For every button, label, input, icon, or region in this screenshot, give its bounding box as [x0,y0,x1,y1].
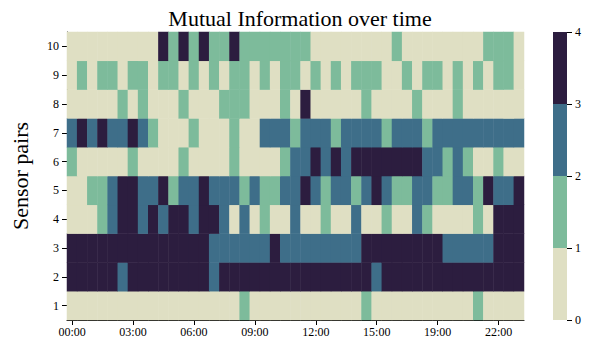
svg-text:8: 8 [53,97,59,111]
svg-text:19:00: 19:00 [424,325,451,339]
svg-text:15:00: 15:00 [363,325,390,339]
svg-text:4: 4 [575,25,581,39]
svg-text:22:00: 22:00 [485,325,512,339]
svg-text:10: 10 [47,39,59,53]
svg-text:0: 0 [575,313,581,327]
svg-text:3: 3 [53,241,59,255]
svg-text:9: 9 [53,68,59,82]
svg-text:12:00: 12:00 [302,325,329,339]
svg-text:Sensor pairs: Sensor pairs [8,122,33,230]
svg-text:00:00: 00:00 [58,325,85,339]
svg-text:6: 6 [53,155,59,169]
svg-text:09:00: 09:00 [241,325,268,339]
svg-text:Mutual Information over time: Mutual Information over time [168,6,431,31]
svg-text:3: 3 [575,97,581,111]
svg-text:03:00: 03:00 [119,325,146,339]
svg-text:4: 4 [53,212,59,226]
svg-text:06:00: 06:00 [180,325,207,339]
svg-text:2: 2 [575,169,581,183]
svg-text:1: 1 [575,241,581,255]
svg-text:7: 7 [53,126,59,140]
svg-text:5: 5 [53,183,59,197]
svg-text:2: 2 [53,270,59,284]
svg-text:1: 1 [53,299,59,313]
